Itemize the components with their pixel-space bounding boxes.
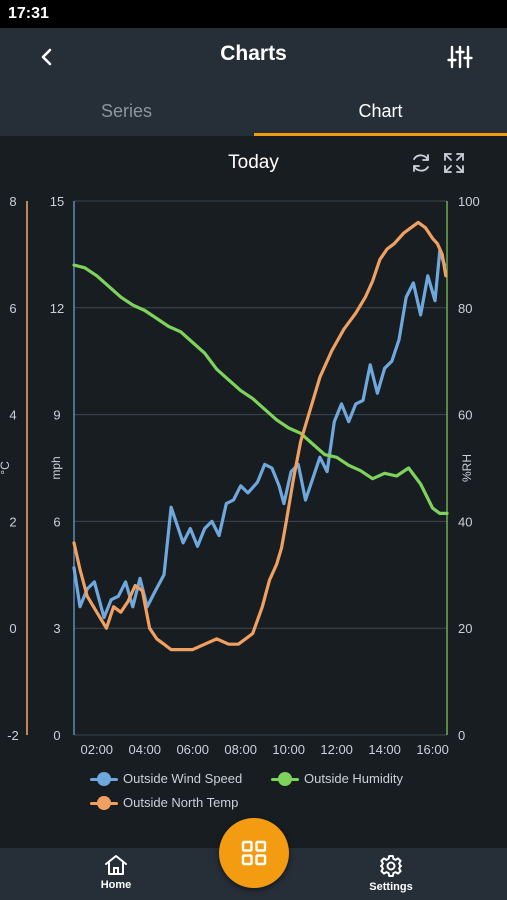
nav-settings-label: Settings [369,881,413,893]
mph-tick-label: 9 [53,408,60,423]
fullscreen-button[interactable] [442,151,466,175]
chart-panel [0,136,507,848]
gear-icon [380,855,402,877]
humidity-tick-label: 40 [458,514,472,529]
tab-chart[interactable]: Chart [358,100,403,121]
line-chart[interactable]: 0 0 -2 3 20 0 6 40 2 9 60 4 12 80 6 15 100 8 mph °C %RH 02:00… [0,136,507,836]
celsius-axis-title: °C [0,461,12,475]
series-line-1 [72,263,449,516]
x-tick-label: 08:00 [224,742,257,757]
sliders-icon [447,45,473,69]
legend-humidity[interactable]: Outside Humidity [271,771,403,786]
fullscreen-icon [444,153,464,173]
status-bar: 17:31 [0,0,507,28]
chart-period-title: Today [228,152,279,173]
legend-wind[interactable]: Outside Wind Speed [90,771,242,786]
legend-humidity-label: Outside Humidity [304,771,403,786]
humidity-tick-label: 80 [458,301,472,316]
x-tick-label: 10:00 [272,742,305,757]
mph-tick-label: 15 [50,194,64,209]
app-bar: Charts [0,28,507,86]
x-tick-label: 02:00 [81,742,114,757]
chevron-left-icon [41,48,52,66]
back-button[interactable] [30,40,64,74]
home-icon [105,855,127,875]
celsius-tick-label: 2 [9,514,16,529]
series-line-0 [72,249,447,620]
humidity-axis-title: %RH [460,454,474,482]
legend-wind-swatch [90,771,118,786]
mph-tick-label: 12 [50,301,64,316]
x-tick-label: 06:00 [176,742,209,757]
legend-temp[interactable]: Outside North Temp [90,795,238,810]
series-line-2 [72,220,448,652]
dashboard-fab[interactable] [219,818,289,888]
celsius-tick-label: 8 [9,194,16,209]
mph-tick-label: 0 [53,728,60,743]
celsius-tick-label: 4 [9,408,16,423]
legend-humidity-swatch [271,771,299,786]
nav-home-label: Home [100,879,132,891]
nav-home[interactable]: Home [76,854,156,891]
x-tick-label: 12:00 [320,742,353,757]
grid-icon [241,840,267,866]
celsius-tick-label: 6 [9,301,16,316]
x-tick-label: 04:00 [128,742,161,757]
humidity-tick-label: 100 [458,194,480,209]
x-tick-label: 14:00 [368,742,401,757]
refresh-button[interactable] [409,151,433,175]
celsius-tick-label: 0 [9,621,16,636]
humidity-tick-label: 20 [458,621,472,636]
x-tick-label: 16:00 [416,742,449,757]
status-time: 17:31 [8,5,49,22]
tab-bar: Series Chart [0,86,507,136]
chart-settings-button[interactable] [443,40,477,74]
tab-series[interactable]: Series [100,100,153,121]
legend-temp-label: Outside North Temp [123,795,239,810]
mph-tick-label: 6 [53,514,60,529]
celsius-tick-label: -2 [7,728,19,743]
active-tab-indicator [254,133,507,136]
humidity-tick-label: 60 [458,408,472,423]
refresh-icon [413,154,429,172]
humidity-tick-label: 0 [458,728,465,743]
nav-settings[interactable]: Settings [351,854,431,893]
legend-wind-label: Outside Wind Speed [123,771,243,786]
mph-tick-label: 3 [53,621,60,636]
legend-temp-swatch [90,795,118,810]
mph-axis-title: mph [49,456,63,479]
page-title: Charts [220,42,287,65]
